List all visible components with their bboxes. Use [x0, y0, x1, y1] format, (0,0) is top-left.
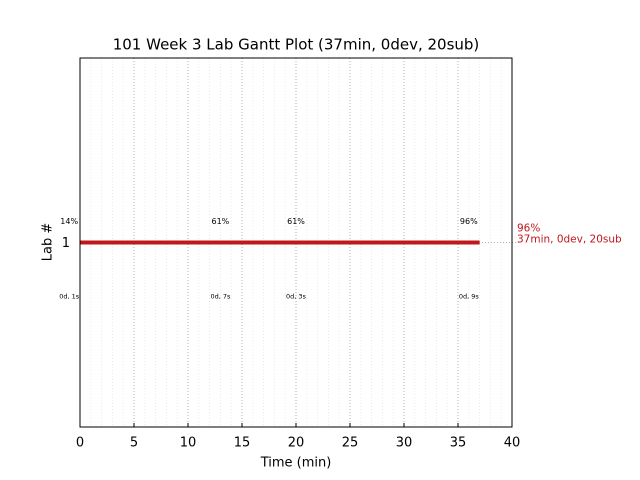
x-tick-label: 40: [504, 436, 521, 451]
x-tick-label: 10: [180, 436, 197, 451]
y-tick-label: 1: [62, 236, 70, 251]
annotation: 61%: [287, 217, 305, 226]
bar-label: 37min, 0dev, 20sub: [517, 234, 622, 246]
plot-frame: [79, 57, 513, 428]
annotation: 96%: [460, 217, 478, 226]
annotation: 0d, 1s: [59, 293, 80, 301]
annotation: 14%: [60, 217, 78, 226]
x-axis-label: Time (min): [260, 456, 332, 471]
x-tick-label: 30: [396, 436, 413, 451]
annotation: 61%: [212, 217, 230, 226]
x-tick-label: 20: [288, 436, 305, 451]
y-axis-label: Lab #: [41, 223, 56, 262]
x-tick-label: 35: [450, 436, 467, 451]
x-tick-label: 25: [342, 436, 359, 451]
annotation: 0d, 3s: [286, 293, 307, 301]
annotation: 0d, 9s: [459, 293, 480, 301]
bar: [80, 240, 480, 245]
bar-label: 96%: [517, 223, 540, 235]
x-tick-label: 5: [130, 436, 138, 451]
annotation: 0d, 7s: [210, 293, 231, 301]
x-tick-label: 15: [234, 436, 251, 451]
chart-title: 101 Week 3 Lab Gantt Plot (37min, 0dev, …: [113, 36, 480, 54]
x-tick-label: 0: [76, 436, 84, 451]
